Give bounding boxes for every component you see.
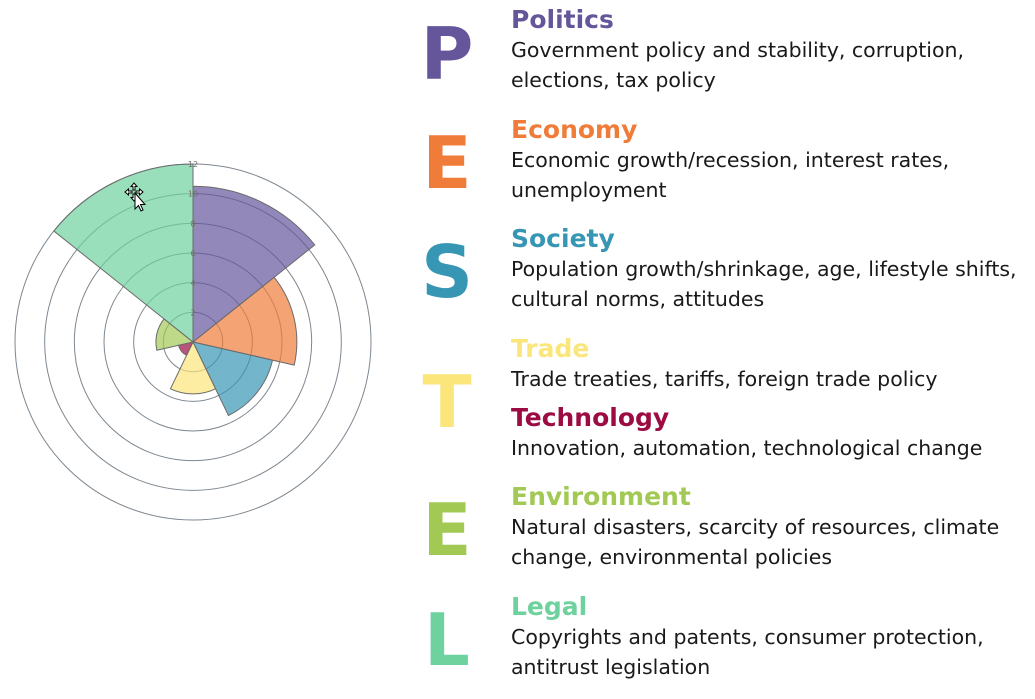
factor-title: Economy — [511, 115, 638, 144]
factor-desc-line: Innovation, automation, technological ch… — [511, 436, 983, 460]
radial-tick-label: 8 — [190, 219, 195, 228]
factor-economy: Economy Economic growth/recession, inter… — [511, 115, 1031, 205]
radial-tick-label: 4 — [190, 279, 195, 288]
polar-chart-svg: 2 4 6 8 10 12 — [14, 160, 372, 521]
polar-sectors — [53, 163, 316, 417]
factor-legal: Legal Copyrights and patents, consumer p… — [511, 592, 1031, 682]
factor-desc-line: Copyrights and patents, consumer protect… — [511, 625, 984, 649]
factor-technology: Technology Innovation, automation, techn… — [511, 403, 1031, 463]
factor-desc-line: Economic growth/recession, interest rate… — [511, 148, 950, 172]
factor-title: Politics — [511, 5, 614, 34]
factor-title: Trade — [511, 334, 590, 363]
factor-society: Society Population growth/shrinkage, age… — [511, 224, 1031, 314]
factor-desc-line: Government policy and stability, corrupt… — [511, 38, 964, 62]
sector-trade[interactable] — [169, 340, 217, 395]
factor-desc-line: elections, tax policy — [511, 68, 716, 92]
factor-title: Technology — [511, 403, 670, 432]
sector-legal[interactable] — [53, 163, 194, 344]
factor-politics: Politics Government policy and stability… — [511, 5, 1031, 95]
radial-tick-label: 10 — [188, 190, 198, 199]
factor-title: Society — [511, 224, 615, 253]
polar-area-chart: 2 4 6 8 10 12 — [0, 0, 400, 699]
factor-desc-line: unemployment — [511, 178, 667, 202]
sector-society[interactable] — [192, 341, 274, 417]
radial-ticks: 2 4 6 8 10 12 — [188, 160, 198, 317]
radial-tick-label: 6 — [190, 249, 195, 258]
radial-tick-label: 2 — [190, 308, 195, 317]
sector-politics[interactable] — [192, 185, 316, 344]
sector-economy[interactable] — [191, 276, 298, 366]
factor-desc-line: change, environmental policies — [511, 545, 833, 569]
radial-tick-label: 12 — [188, 160, 198, 169]
factor-desc-line: antitrust legislation — [511, 655, 711, 679]
factor-environment: Environment Natural disasters, scarcity … — [511, 482, 1031, 572]
move-cursor-icon — [124, 182, 147, 212]
factor-desc-line: Population growth/shrinkage, age, lifest… — [511, 257, 1017, 281]
letter-e-environment: E — [422, 488, 472, 572]
factor-desc-line: cultural norms, attitudes — [511, 287, 765, 311]
letter-l: L — [424, 598, 470, 682]
letter-s: S — [421, 230, 473, 314]
letter-e-economy: E — [422, 121, 472, 205]
factor-title: Environment — [511, 482, 691, 511]
factor-trade: Trade Trade treaties, tariffs, foreign t… — [511, 334, 1031, 394]
factor-title: Legal — [511, 592, 588, 621]
letter-p: P — [420, 12, 474, 96]
factor-desc-line: Natural disasters, scarcity of resources… — [511, 515, 1000, 539]
letter-t: T — [422, 360, 472, 444]
factor-desc-line: Trade treaties, tariffs, foreign trade p… — [511, 367, 938, 391]
